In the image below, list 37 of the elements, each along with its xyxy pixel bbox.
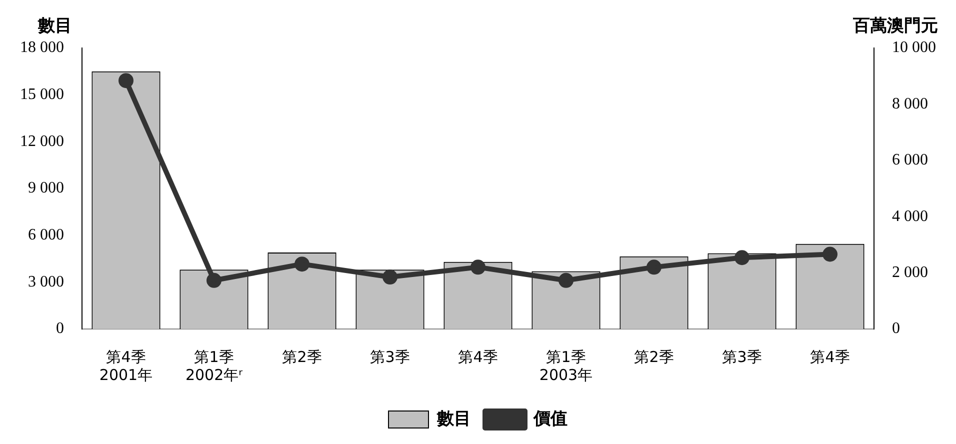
x-tick-label: 第3季 xyxy=(370,348,410,366)
y2-tick-label: 6 000 xyxy=(892,152,928,169)
y-axis-title: 數目 xyxy=(38,15,72,37)
category-label: 第1季 xyxy=(546,348,586,366)
legend-label: 數目 xyxy=(436,408,471,429)
point xyxy=(382,270,398,285)
point xyxy=(822,246,838,262)
legend-label: 價值 xyxy=(532,408,568,429)
y-tick-label: 9 000 xyxy=(28,180,64,197)
y-tick-label: 0 xyxy=(56,320,64,338)
y-tick-label: 18 000 xyxy=(20,39,64,56)
point xyxy=(470,260,486,275)
y-tick-label: 6 000 xyxy=(28,226,64,244)
y2-tick-label: 0 xyxy=(892,320,900,338)
y2-tick-label: 4 000 xyxy=(892,208,928,225)
x-tick-label: 第4季 xyxy=(810,348,850,366)
point xyxy=(558,272,574,288)
point xyxy=(294,256,310,272)
point xyxy=(734,250,750,266)
category-label: 2002年ʳ xyxy=(185,366,243,384)
x-tick-label: 第3季 xyxy=(722,348,762,366)
y2-tick-label: 8 000 xyxy=(892,95,928,112)
x-tick-label: 第4季 xyxy=(458,348,498,366)
y-tick-label: 15 000 xyxy=(20,86,64,104)
x-tick-label: 第2季 xyxy=(634,348,674,366)
y-tick-label: 3 000 xyxy=(28,273,64,290)
y-tick-label: 12 000 xyxy=(20,132,64,150)
point xyxy=(206,272,222,288)
point xyxy=(646,260,662,275)
category-label: 第1季 xyxy=(194,348,234,366)
x-tick-label: 第2季 xyxy=(282,348,322,366)
y2-axis-title: 百萬澳門元 xyxy=(853,15,938,37)
category-label: 2003年 xyxy=(539,366,593,384)
y2-tick-label: 2 000 xyxy=(892,264,928,282)
category-label: 2001年 xyxy=(99,366,153,384)
point xyxy=(118,73,134,88)
y2-tick-label: 10 000 xyxy=(892,39,936,56)
